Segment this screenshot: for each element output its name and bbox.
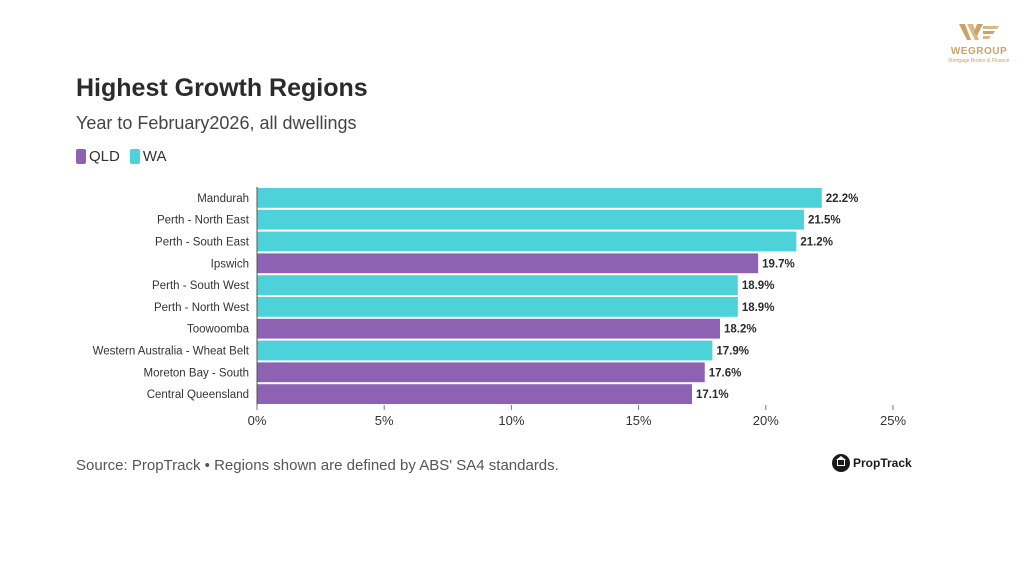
- proptrack-logo: PropTrack: [832, 454, 912, 472]
- wegroup-tagline: Mortgage Broker & Finance: [948, 58, 1010, 64]
- wegroup-mark-icon: [959, 24, 999, 40]
- bar-perth-south-west: [257, 275, 738, 295]
- chart-legend: QLD WA: [76, 148, 166, 165]
- proptrack-label: PropTrack: [853, 456, 912, 470]
- data-label-perth-south-west: 18.9%: [742, 280, 775, 292]
- data-label-ipswich: 19.7%: [762, 258, 795, 270]
- data-label-perth-north-east: 21.5%: [808, 215, 841, 227]
- x-tick-label-15: 15%: [626, 413, 652, 428]
- bar-mandurah: [257, 188, 822, 208]
- x-tick-label-25: 25%: [880, 413, 906, 428]
- category-label-perth-south-east: Perth - South East: [155, 237, 250, 249]
- bar-ipswich: [257, 253, 759, 274]
- bar-perth-south-east: [257, 231, 797, 252]
- data-label-western-australia-wheat-belt: 17.9%: [716, 346, 749, 358]
- chart-title: Highest Growth Regions: [76, 74, 368, 102]
- data-label-moreton-bay-south: 17.6%: [709, 367, 742, 379]
- legend-swatch-wa: [129, 149, 140, 164]
- bar-moreton-bay-south: [257, 362, 705, 383]
- category-label-mandurah: Mandurah: [197, 193, 249, 205]
- chart-subtitle: Year to February2026, all dwellings: [76, 113, 357, 133]
- x-tick-label-5: 5%: [375, 413, 394, 428]
- wegroup-name: WEGROUP: [950, 46, 1008, 57]
- data-label-perth-south-east: 21.2%: [800, 237, 833, 249]
- legend-label-wa: WA: [142, 148, 167, 165]
- x-tick-label-20: 20%: [753, 413, 779, 428]
- bar-perth-north-east: [257, 209, 804, 230]
- legend-swatch-qld: [76, 149, 86, 164]
- category-label-perth-north-east: Perth - North East: [157, 215, 250, 227]
- category-label-perth-south-west: Perth - South West: [152, 280, 250, 292]
- data-label-toowoomba: 18.2%: [724, 324, 757, 336]
- bar-western-australia-wheat-belt: [257, 340, 713, 361]
- bar-perth-north-west: [257, 297, 738, 317]
- legend-label-qld: QLD: [89, 148, 120, 165]
- bar-central-queensland: [257, 384, 693, 404]
- category-label-ipswich: Ipswich: [211, 258, 249, 270]
- x-tick-label-0: 0%: [248, 413, 267, 428]
- legend-item-qld: QLD: [76, 148, 120, 165]
- category-label-toowoomba: Toowoomba: [187, 324, 250, 336]
- category-label-perth-north-west: Perth - North West: [154, 302, 250, 314]
- category-label-western-australia-wheat-belt: Western Australia - Wheat Belt: [93, 346, 250, 358]
- wegroup-logo: WEGROUP Mortgage Broker & Finance: [944, 22, 1014, 64]
- proptrack-house-icon: [832, 454, 850, 472]
- legend-item-wa: WA: [129, 148, 167, 165]
- category-label-central-queensland: Central Queensland: [147, 389, 249, 401]
- bar-toowoomba: [257, 318, 721, 339]
- category-label-moreton-bay-south: Moreton Bay - South: [144, 367, 249, 379]
- data-label-mandurah: 22.2%: [826, 193, 859, 205]
- x-tick-label-10: 10%: [498, 413, 524, 428]
- data-label-perth-north-west: 18.9%: [742, 302, 775, 314]
- source-note: Source: PropTrack • Regions shown are de…: [76, 457, 559, 474]
- data-label-central-queensland: 17.1%: [696, 389, 729, 401]
